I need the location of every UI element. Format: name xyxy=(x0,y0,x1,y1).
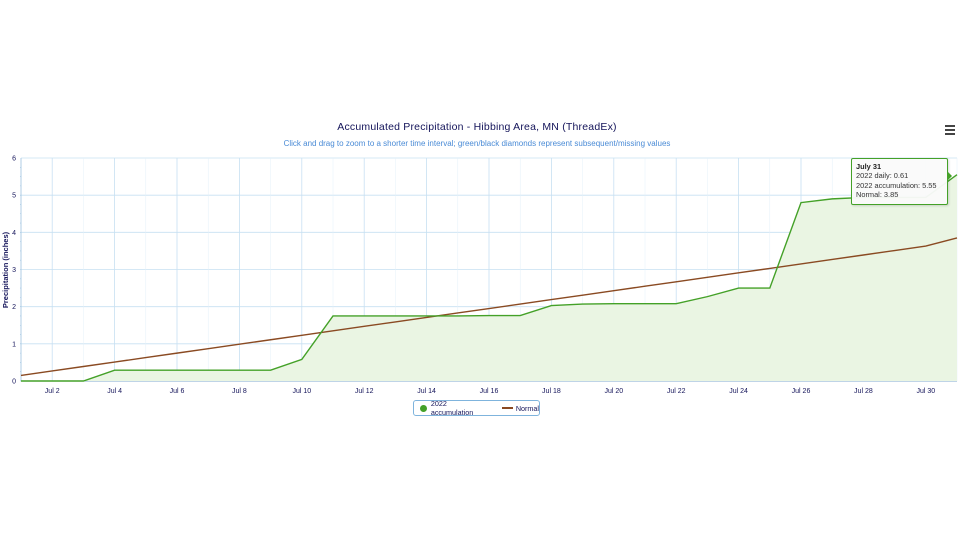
legend-accumulation-label: 2022 accumulation xyxy=(430,399,474,417)
legend-normal-label: Normal xyxy=(515,403,539,413)
tooltip-pointer-icon xyxy=(947,171,952,181)
x-tick-label: Jul 4 xyxy=(107,388,122,395)
y-tick-label: 1 xyxy=(12,341,16,348)
normal-line-icon xyxy=(501,407,513,409)
y-tick-label: 6 xyxy=(12,156,16,163)
legend-item-normal[interactable]: Normal xyxy=(490,404,539,413)
y-tick-label: 2 xyxy=(12,304,16,311)
normal-series-line xyxy=(20,237,958,377)
x-tick-label: Jul 10 xyxy=(292,388,311,395)
x-tick-label: Jul 22 xyxy=(667,388,686,395)
x-tick-label: Jul 24 xyxy=(729,388,748,395)
accumulation-series-line xyxy=(21,174,958,382)
x-tick-label: Jul 6 xyxy=(170,388,185,395)
chart-legend: 2022 accumulation Normal xyxy=(413,399,540,417)
x-tick-label: Jul 28 xyxy=(854,388,873,395)
accumulation-marker-icon xyxy=(420,404,427,412)
tooltip-normal: Normal: 3.85 xyxy=(856,189,899,199)
x-tick-label: Jul 14 xyxy=(417,388,436,395)
chart-title: Accumulated Precipitation - Hibbing Area… xyxy=(337,121,617,133)
x-tick-label: Jul 2 xyxy=(45,388,60,395)
tooltip-daily: 2022 daily: 0.61 xyxy=(856,171,909,181)
tooltip-accumulation: 2022 accumulation: 5.55 xyxy=(856,180,937,190)
x-tick-label: Jul 12 xyxy=(355,388,374,395)
data-tooltip: July 31 2022 daily: 0.61 2022 accumulati… xyxy=(851,158,948,205)
x-tick-label: Jul 8 xyxy=(232,388,247,395)
x-tick-label: Jul 16 xyxy=(480,388,499,395)
legend-item-accumulation[interactable]: 2022 accumulation xyxy=(414,399,490,417)
chart-subtitle: Click and drag to zoom to a shorter time… xyxy=(283,139,671,148)
y-tick-label: 5 xyxy=(12,193,16,200)
y-tick-label: 3 xyxy=(12,267,16,274)
x-tick-label: Jul 26 xyxy=(792,388,811,395)
x-tick-label: Jul 18 xyxy=(542,388,561,395)
x-tick-label: Jul 20 xyxy=(604,388,623,395)
y-tick-label: 0 xyxy=(12,379,16,386)
y-axis-label: Precipitation (inches) xyxy=(1,231,10,308)
y-tick-label: 4 xyxy=(12,230,16,237)
tooltip-date: July 31 xyxy=(856,162,882,171)
accumulation-area xyxy=(21,174,957,381)
hamburger-menu-icon[interactable] xyxy=(944,124,956,136)
x-tick-label: Jul 30 xyxy=(916,388,935,395)
